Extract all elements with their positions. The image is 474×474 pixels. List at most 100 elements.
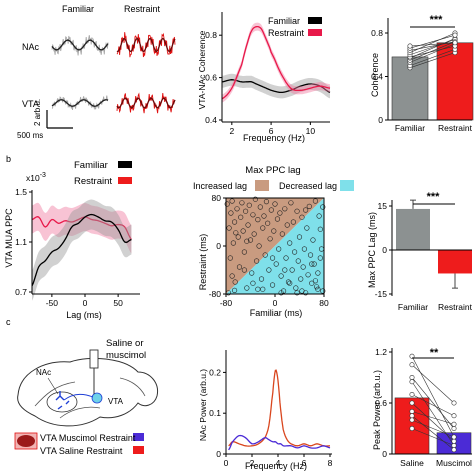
schematic-nac-label: NAc [36, 368, 51, 377]
y-tick-label: 0.4 [205, 115, 217, 125]
y-tick-label: 0.1 [209, 408, 221, 418]
scatter-point [303, 207, 309, 213]
scatter-point [320, 204, 326, 210]
scatter-point [311, 261, 317, 267]
scatter-point [244, 285, 250, 291]
ppc-lag-plot: 0.7 1.1 1.5 -50 0 50 [15, 187, 140, 308]
scatter-point [266, 267, 272, 273]
coherence-xlabel: Frequency (Hz) [243, 133, 305, 143]
scatter-point [294, 290, 300, 296]
paired-line [409, 45, 456, 58]
scatter-point [306, 203, 312, 209]
coherence-bar-chart: Familiar Restraint 0 0.4 0.8 Coherence *** [370, 14, 474, 133]
nac-power-chart: 0 0.1 0.2 0 2 4 6 8 NAc Power (arb.u.) Frequenc… [198, 350, 333, 471]
ppc-band [32, 202, 132, 254]
x-tick-label: -80 [220, 298, 233, 308]
coherence-bar-ylabel: Coherence [370, 53, 380, 97]
scatter-point [251, 231, 257, 237]
y-tick-label: 1.5 [15, 187, 27, 197]
y-tick-label: 0 [382, 245, 387, 255]
x-category-label: Restraint [438, 302, 473, 312]
scatter-point [230, 240, 236, 246]
scatter-point [238, 214, 244, 220]
scatter-point [229, 273, 235, 279]
peak-power-bar-plot: Saline Muscimol 0 0.6 1.2 [375, 347, 472, 468]
bar [394, 397, 430, 455]
scatter-point [314, 284, 320, 290]
paired-point [451, 425, 457, 431]
projection-path [63, 393, 94, 401]
x-category-label: Restraint [438, 123, 473, 133]
scatter-point [240, 228, 246, 234]
y-tick-label: 1.2 [375, 347, 387, 357]
nac-power-plot: 0 0.1 0.2 0 2 4 6 8 [209, 350, 333, 468]
paired-line [411, 419, 455, 438]
coherence-legend-familiar: Familiar [268, 16, 300, 26]
y-tick-label: 0.7 [15, 287, 27, 297]
scatter-point [271, 228, 277, 234]
nac-power-xlabel: Frequency (Hz) [245, 461, 307, 471]
scatter-point [283, 255, 289, 261]
peak-power-bar-chart: Saline Muscimol 0 0.6 1.2 Peak Power (arb.u.… [372, 347, 472, 468]
coherence-legend-restraint: Restraint [268, 28, 305, 38]
scatter-point [288, 200, 294, 206]
scatter-point [282, 267, 288, 273]
scatter-point [231, 219, 238, 225]
paired-point [409, 413, 415, 419]
scatter-point [235, 234, 241, 240]
ppc-legend-familiar: Familiar [74, 160, 108, 171]
scatter-point [260, 225, 266, 231]
brain-outline [17, 357, 159, 427]
scatter-point [300, 264, 306, 270]
scatter-point [277, 210, 283, 216]
paired-point [409, 425, 415, 431]
paired-point [409, 391, 415, 397]
scatter-point [254, 258, 260, 264]
scatter-legend-increased-swatch [255, 180, 269, 191]
scatter-point [304, 225, 310, 231]
scatter-point [292, 249, 298, 255]
scatter-point [255, 217, 261, 223]
coherence-bar-plot: Familiar Restraint 0 0.4 0.8 [371, 18, 474, 133]
x-tick-label: 10 [306, 126, 316, 136]
scatter-point [296, 234, 303, 240]
scatter-point [276, 246, 282, 252]
scatter-point [267, 236, 273, 242]
nac-power-ylabel: NAc Power (arb.u.) [198, 369, 208, 441]
scatter-point [298, 276, 304, 282]
legend-saline: VTA Saline Restraint [40, 446, 123, 456]
ppc-lag-chart: 0.7 1.1 1.5 -50 0 50 Familiar Restraint x10-3… [4, 160, 140, 320]
scatter-point [256, 243, 262, 249]
coherence-band [222, 73, 330, 99]
scatter-point [315, 270, 321, 276]
scatter-point [239, 200, 245, 206]
scatter-plot: -80 0 80 -80 0 80 [209, 193, 329, 308]
paired-line [411, 377, 455, 429]
scatter-point [261, 213, 267, 219]
scatter-point [250, 280, 256, 286]
scatter-title: Max PPC lag [245, 165, 300, 176]
brain-inner-contour [34, 377, 146, 419]
scatter-point [307, 252, 314, 258]
nac-pointer [47, 377, 59, 395]
ppc-legend-restraint: Restraint [74, 176, 112, 187]
panel-marker-b: b [6, 154, 11, 164]
scatter-legend-decreased: Decreased lag [279, 181, 337, 191]
x-category-label: Familiar [395, 123, 425, 133]
legend-muscimol-swatch [133, 433, 144, 441]
x-category-label: Familiar [398, 302, 428, 312]
paired-point [409, 400, 415, 406]
scatter-point [289, 267, 295, 273]
paired-point [451, 421, 457, 427]
y-tick-label: 15 [378, 201, 388, 211]
bar [438, 250, 472, 274]
x-tick-label: 50 [113, 298, 123, 308]
lag-bar-ylabel: Max PPC Lag (ms) [367, 212, 377, 288]
scatter-point [232, 279, 238, 285]
scatter-point [224, 201, 230, 207]
scatter-xlabel: Familiar (ms) [250, 308, 303, 318]
paired-point [407, 43, 413, 49]
scatter-point [246, 202, 252, 208]
scatter-point [285, 279, 292, 285]
